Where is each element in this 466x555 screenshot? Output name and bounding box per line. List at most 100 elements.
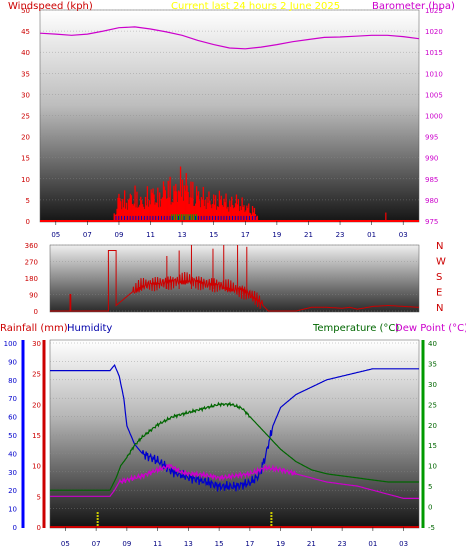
humidity-tick-label: 100	[4, 340, 17, 348]
rainfall-tick-label: 0	[37, 524, 41, 532]
humidity-tick-label: 10	[8, 506, 17, 514]
humidity-tick-label: 40	[8, 450, 17, 458]
rainfall-tick-label: 10	[32, 463, 41, 471]
time-tick-label: 23	[336, 231, 345, 239]
time-tick-label: 09	[122, 540, 131, 548]
rainfall-tick-label: 15	[32, 432, 41, 440]
direction-tick-label: 360	[25, 242, 38, 250]
temperature-tick-label: 35	[428, 360, 437, 368]
rainfall-tick-label: 20	[32, 401, 41, 409]
time-tick-label: 15	[215, 540, 224, 548]
compass-letter: S	[436, 272, 442, 283]
windspeed-tick-label: 45	[21, 28, 30, 36]
barometer-tick-label: 985	[425, 176, 438, 184]
time-tick-label: 05	[51, 231, 60, 239]
temperature-tick-label: -5	[428, 524, 435, 532]
time-tick-label: 07	[83, 231, 92, 239]
windspeed-tick-label: 25	[21, 113, 30, 121]
barometer-tick-label: 980	[425, 197, 438, 205]
direction-tick-label: 270	[25, 259, 38, 267]
temp-time-axis-ticks: 05 07 09 11 13 15 17 19 21 23 01 03	[61, 527, 408, 548]
rainfall-axis-ticks: 0 5 10 15 20 25 30	[32, 340, 41, 532]
temperature-tick-label: 25	[428, 401, 437, 409]
humidity-line	[50, 363, 419, 492]
wind-panel-background	[39, 9, 420, 223]
humidity-axis-label: Humidity	[67, 323, 112, 334]
windspeed-axis-ticks: 0 5 10 15 20 25 30 35 40 45 50	[21, 7, 30, 226]
barometer-tick-label: 1005	[425, 91, 443, 99]
windspeed-tick-label: 15	[21, 155, 30, 163]
windspeed-tick-label: 35	[21, 70, 30, 78]
humidity-tick-label: 50	[8, 432, 17, 440]
barometer-tick-label: 975	[425, 218, 438, 226]
humidity-tick-label: 20	[8, 487, 17, 495]
barometer-tick-label: 1025	[425, 7, 443, 15]
rainfall-tick-label: 25	[32, 371, 41, 379]
direction-panel-background	[49, 244, 420, 313]
time-tick-label: 09	[114, 231, 123, 239]
windspeed-tick-label: 0	[26, 218, 30, 226]
rainfall-axis-label: Rainfall (mm)	[0, 323, 68, 334]
time-tick-label: 19	[276, 540, 285, 548]
time-tick-label: 23	[338, 540, 347, 548]
windspeed-tick-label: 10	[21, 176, 30, 184]
time-tick-label: 11	[153, 540, 162, 548]
windspeed-tick-label: 20	[21, 134, 30, 142]
time-tick-label: 17	[245, 540, 254, 548]
compass-letter: E	[436, 288, 442, 299]
barometer-axis-label: Barometer (hpa)	[372, 1, 455, 12]
temperature-tick-label: 30	[428, 381, 437, 389]
barometer-tick-label: 995	[425, 134, 438, 142]
temperature-tick-label: 40	[428, 340, 437, 348]
barometer-axis-ticks: 975 980 985 990 995 1000 1005 1010 1015 1020 1025	[425, 7, 443, 226]
direction-tick-label: 90	[29, 292, 38, 300]
time-tick-label: 11	[146, 231, 155, 239]
dewpoint-axis-label: Dew Point (°C)	[395, 323, 466, 334]
direction-tick-label: 0	[34, 308, 38, 316]
temperature-axis-ticks: -5 0 5 10 15 20 25 30 35 40	[428, 340, 437, 532]
time-tick-label: 21	[307, 540, 316, 548]
temperature-tick-label: 15	[428, 442, 437, 450]
barometer-line	[39, 26, 420, 50]
time-tick-label: 19	[272, 231, 281, 239]
compass-letter: W	[436, 257, 446, 268]
time-tick-label: 17	[241, 231, 250, 239]
rain-markers	[96, 512, 273, 527]
temperature-tick-label: 20	[428, 422, 437, 430]
humidity-axis-ticks: 0 10 20 30 40 50 60 70 80 90 100	[4, 340, 17, 532]
direction-tick-label: 180	[25, 275, 38, 283]
compass-letter: N	[436, 303, 443, 314]
barometer-tick-label: 1000	[425, 113, 443, 121]
rainfall-tick-label: 5	[37, 493, 41, 501]
time-tick-label: 21	[304, 231, 313, 239]
time-tick-label: 03	[399, 231, 408, 239]
temperature-tick-label: 5	[428, 483, 432, 491]
windspeed-axis-label: Windspeed (kph)	[8, 1, 93, 12]
time-tick-label: 01	[367, 231, 376, 239]
temperature-line	[50, 401, 419, 491]
barometer-tick-label: 1010	[425, 70, 443, 78]
barometer-tick-label: 1015	[425, 49, 443, 57]
time-tick-label: 13	[184, 540, 193, 548]
direction-axis-ticks: 0 90 180 270 360	[25, 242, 38, 316]
wind-direction-line	[50, 250, 419, 312]
windspeed-tick-label: 5	[26, 197, 30, 205]
time-tick-label: 01	[368, 540, 377, 548]
temperature-tick-label: 0	[428, 504, 432, 512]
humidity-tick-label: 0	[13, 524, 17, 532]
windspeed-tick-label: 30	[21, 91, 30, 99]
barometer-tick-label: 1020	[425, 28, 443, 36]
temperature-axis-label: Temperature (°C)	[312, 323, 399, 334]
humidity-tick-label: 80	[8, 377, 17, 385]
rainfall-tick-label: 30	[32, 340, 41, 348]
humidity-tick-label: 70	[8, 395, 17, 403]
humidity-tick-label: 60	[8, 414, 17, 422]
wind-panel-gridlines	[40, 9, 419, 222]
time-tick-label: 13	[178, 231, 187, 239]
